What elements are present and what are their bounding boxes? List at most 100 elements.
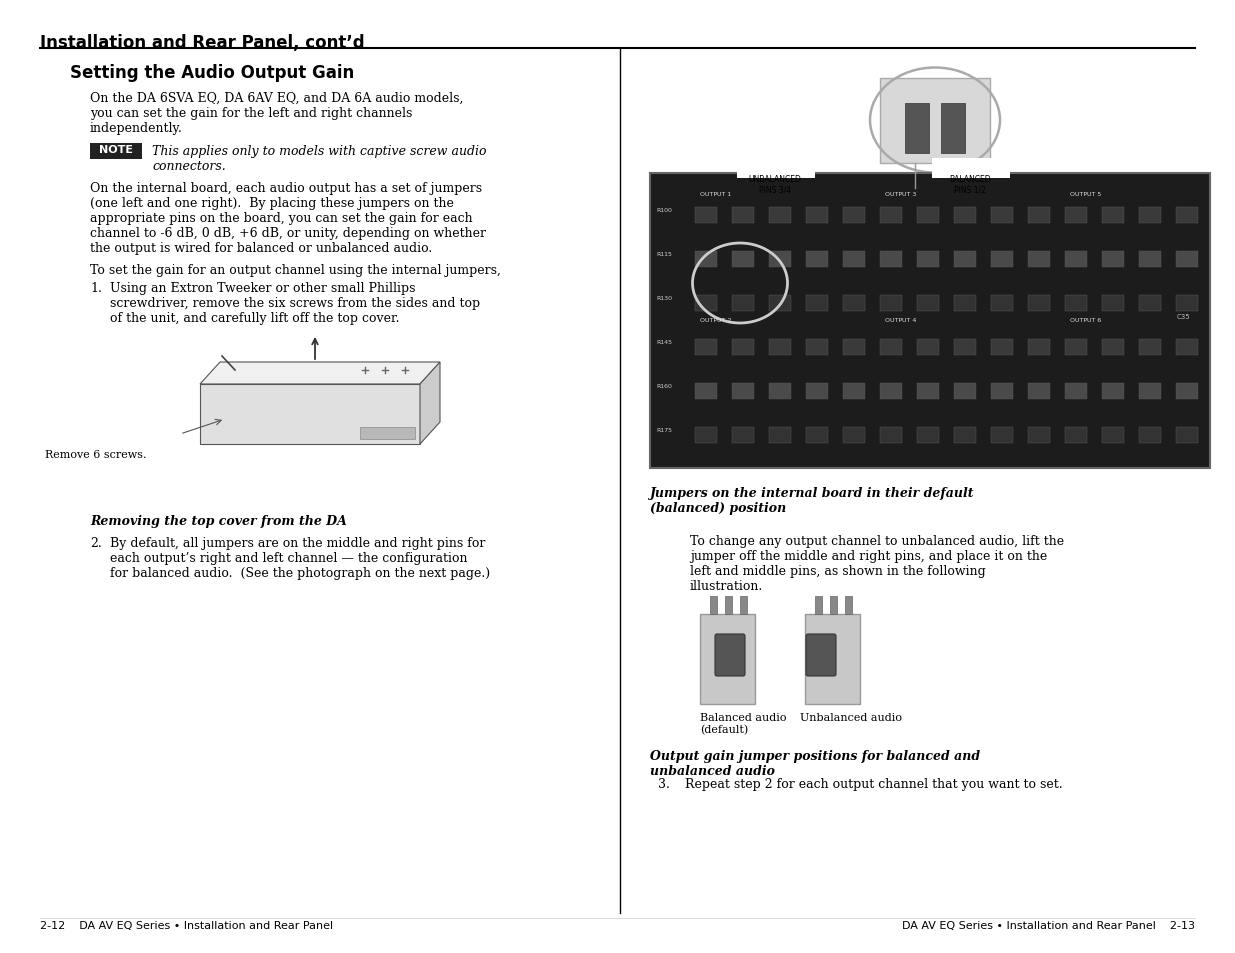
Bar [918, 428, 939, 443]
Bar [695, 384, 718, 399]
Bar [769, 428, 790, 443]
Bar [990, 384, 1013, 399]
Bar [953, 428, 976, 443]
Bar [881, 252, 902, 268]
Bar [359, 428, 415, 439]
Bar [881, 295, 902, 312]
Bar [1065, 339, 1087, 355]
Text: This applies only to models with captive screw audio
connectors.: This applies only to models with captive… [152, 145, 487, 172]
Bar [1028, 384, 1050, 399]
Bar [806, 384, 827, 399]
Bar [732, 428, 755, 443]
Text: OUTPUT 4: OUTPUT 4 [885, 317, 916, 323]
Bar [732, 208, 755, 224]
Bar [881, 428, 902, 443]
Bar [990, 252, 1013, 268]
Bar [918, 208, 939, 224]
Text: To set the gain for an output channel using the internal jumpers,: To set the gain for an output channel us… [90, 264, 501, 276]
Bar [845, 597, 852, 615]
Bar [732, 339, 755, 355]
Text: On the internal board, each audio output has a set of jumpers
(one left and one : On the internal board, each audio output… [90, 182, 487, 254]
Bar [1065, 252, 1087, 268]
Bar [918, 339, 939, 355]
Bar [953, 208, 976, 224]
Bar [769, 208, 790, 224]
Text: OUTPUT 2: OUTPUT 2 [700, 317, 731, 323]
Bar [1176, 252, 1198, 268]
Bar [1139, 208, 1161, 224]
Bar [732, 384, 755, 399]
Text: Remove 6 screws.: Remove 6 screws. [44, 450, 147, 459]
Bar [1139, 295, 1161, 312]
Text: 2.: 2. [90, 537, 101, 550]
Bar [1139, 252, 1161, 268]
Bar [881, 384, 902, 399]
Bar [1102, 252, 1124, 268]
Text: Repeat step 2 for each output channel that you want to set.: Repeat step 2 for each output channel th… [685, 778, 1062, 790]
Bar [953, 252, 976, 268]
Bar [990, 339, 1013, 355]
Bar [1176, 339, 1198, 355]
Bar [881, 79, 990, 164]
Bar [695, 295, 718, 312]
Bar [806, 295, 827, 312]
Bar [932, 159, 1010, 179]
Bar [1102, 384, 1124, 399]
Text: On the DA 6SVA EQ, DA 6AV EQ, and DA 6A audio models,
you can set the gain for t: On the DA 6SVA EQ, DA 6AV EQ, and DA 6A … [90, 91, 463, 135]
Bar [710, 597, 718, 615]
Bar [881, 208, 902, 224]
Bar [815, 597, 823, 615]
Bar [732, 295, 755, 312]
Bar [769, 295, 790, 312]
Bar [737, 159, 815, 179]
Bar [769, 252, 790, 268]
Bar [844, 252, 864, 268]
Bar [953, 295, 976, 312]
Bar [90, 144, 142, 160]
Bar [1065, 208, 1087, 224]
Text: OUTPUT 3: OUTPUT 3 [885, 192, 916, 196]
Text: OUTPUT 5: OUTPUT 5 [1070, 192, 1102, 196]
Text: Installation and Rear Panel, cont’d: Installation and Rear Panel, cont’d [40, 34, 364, 52]
Polygon shape [200, 363, 440, 385]
Bar [806, 339, 827, 355]
Bar [881, 339, 902, 355]
Bar [1176, 295, 1198, 312]
Text: Removing the top cover from the DA: Removing the top cover from the DA [90, 515, 347, 527]
Bar [941, 104, 965, 153]
Bar [769, 384, 790, 399]
Bar [830, 597, 837, 615]
Text: R160: R160 [656, 384, 672, 389]
Bar [1028, 428, 1050, 443]
Text: R145: R145 [656, 339, 672, 345]
Bar [953, 339, 976, 355]
Bar [806, 252, 827, 268]
Bar [1176, 428, 1198, 443]
Bar [844, 339, 864, 355]
Bar [918, 384, 939, 399]
Bar [732, 252, 755, 268]
Bar [740, 597, 747, 615]
Bar [1139, 339, 1161, 355]
Bar [1028, 208, 1050, 224]
Bar [1176, 384, 1198, 399]
Bar [700, 615, 755, 704]
Bar [695, 428, 718, 443]
Text: Unbalanced audio: Unbalanced audio [800, 712, 902, 722]
Bar [695, 339, 718, 355]
Bar [805, 615, 860, 704]
Bar [918, 252, 939, 268]
Text: R175: R175 [656, 428, 672, 433]
Text: 3.: 3. [658, 778, 669, 790]
Bar [918, 295, 939, 312]
Bar [1028, 339, 1050, 355]
Bar [905, 104, 929, 153]
Text: To change any output channel to unbalanced audio, lift the
jumper off the middle: To change any output channel to unbalanc… [690, 535, 1065, 593]
Bar [806, 428, 827, 443]
Bar [695, 208, 718, 224]
Bar [1139, 428, 1161, 443]
Text: BALANCED
PINS 1/2: BALANCED PINS 1/2 [950, 174, 990, 194]
Bar [1102, 339, 1124, 355]
Bar [990, 208, 1013, 224]
Text: Balanced audio
(default): Balanced audio (default) [700, 712, 787, 734]
